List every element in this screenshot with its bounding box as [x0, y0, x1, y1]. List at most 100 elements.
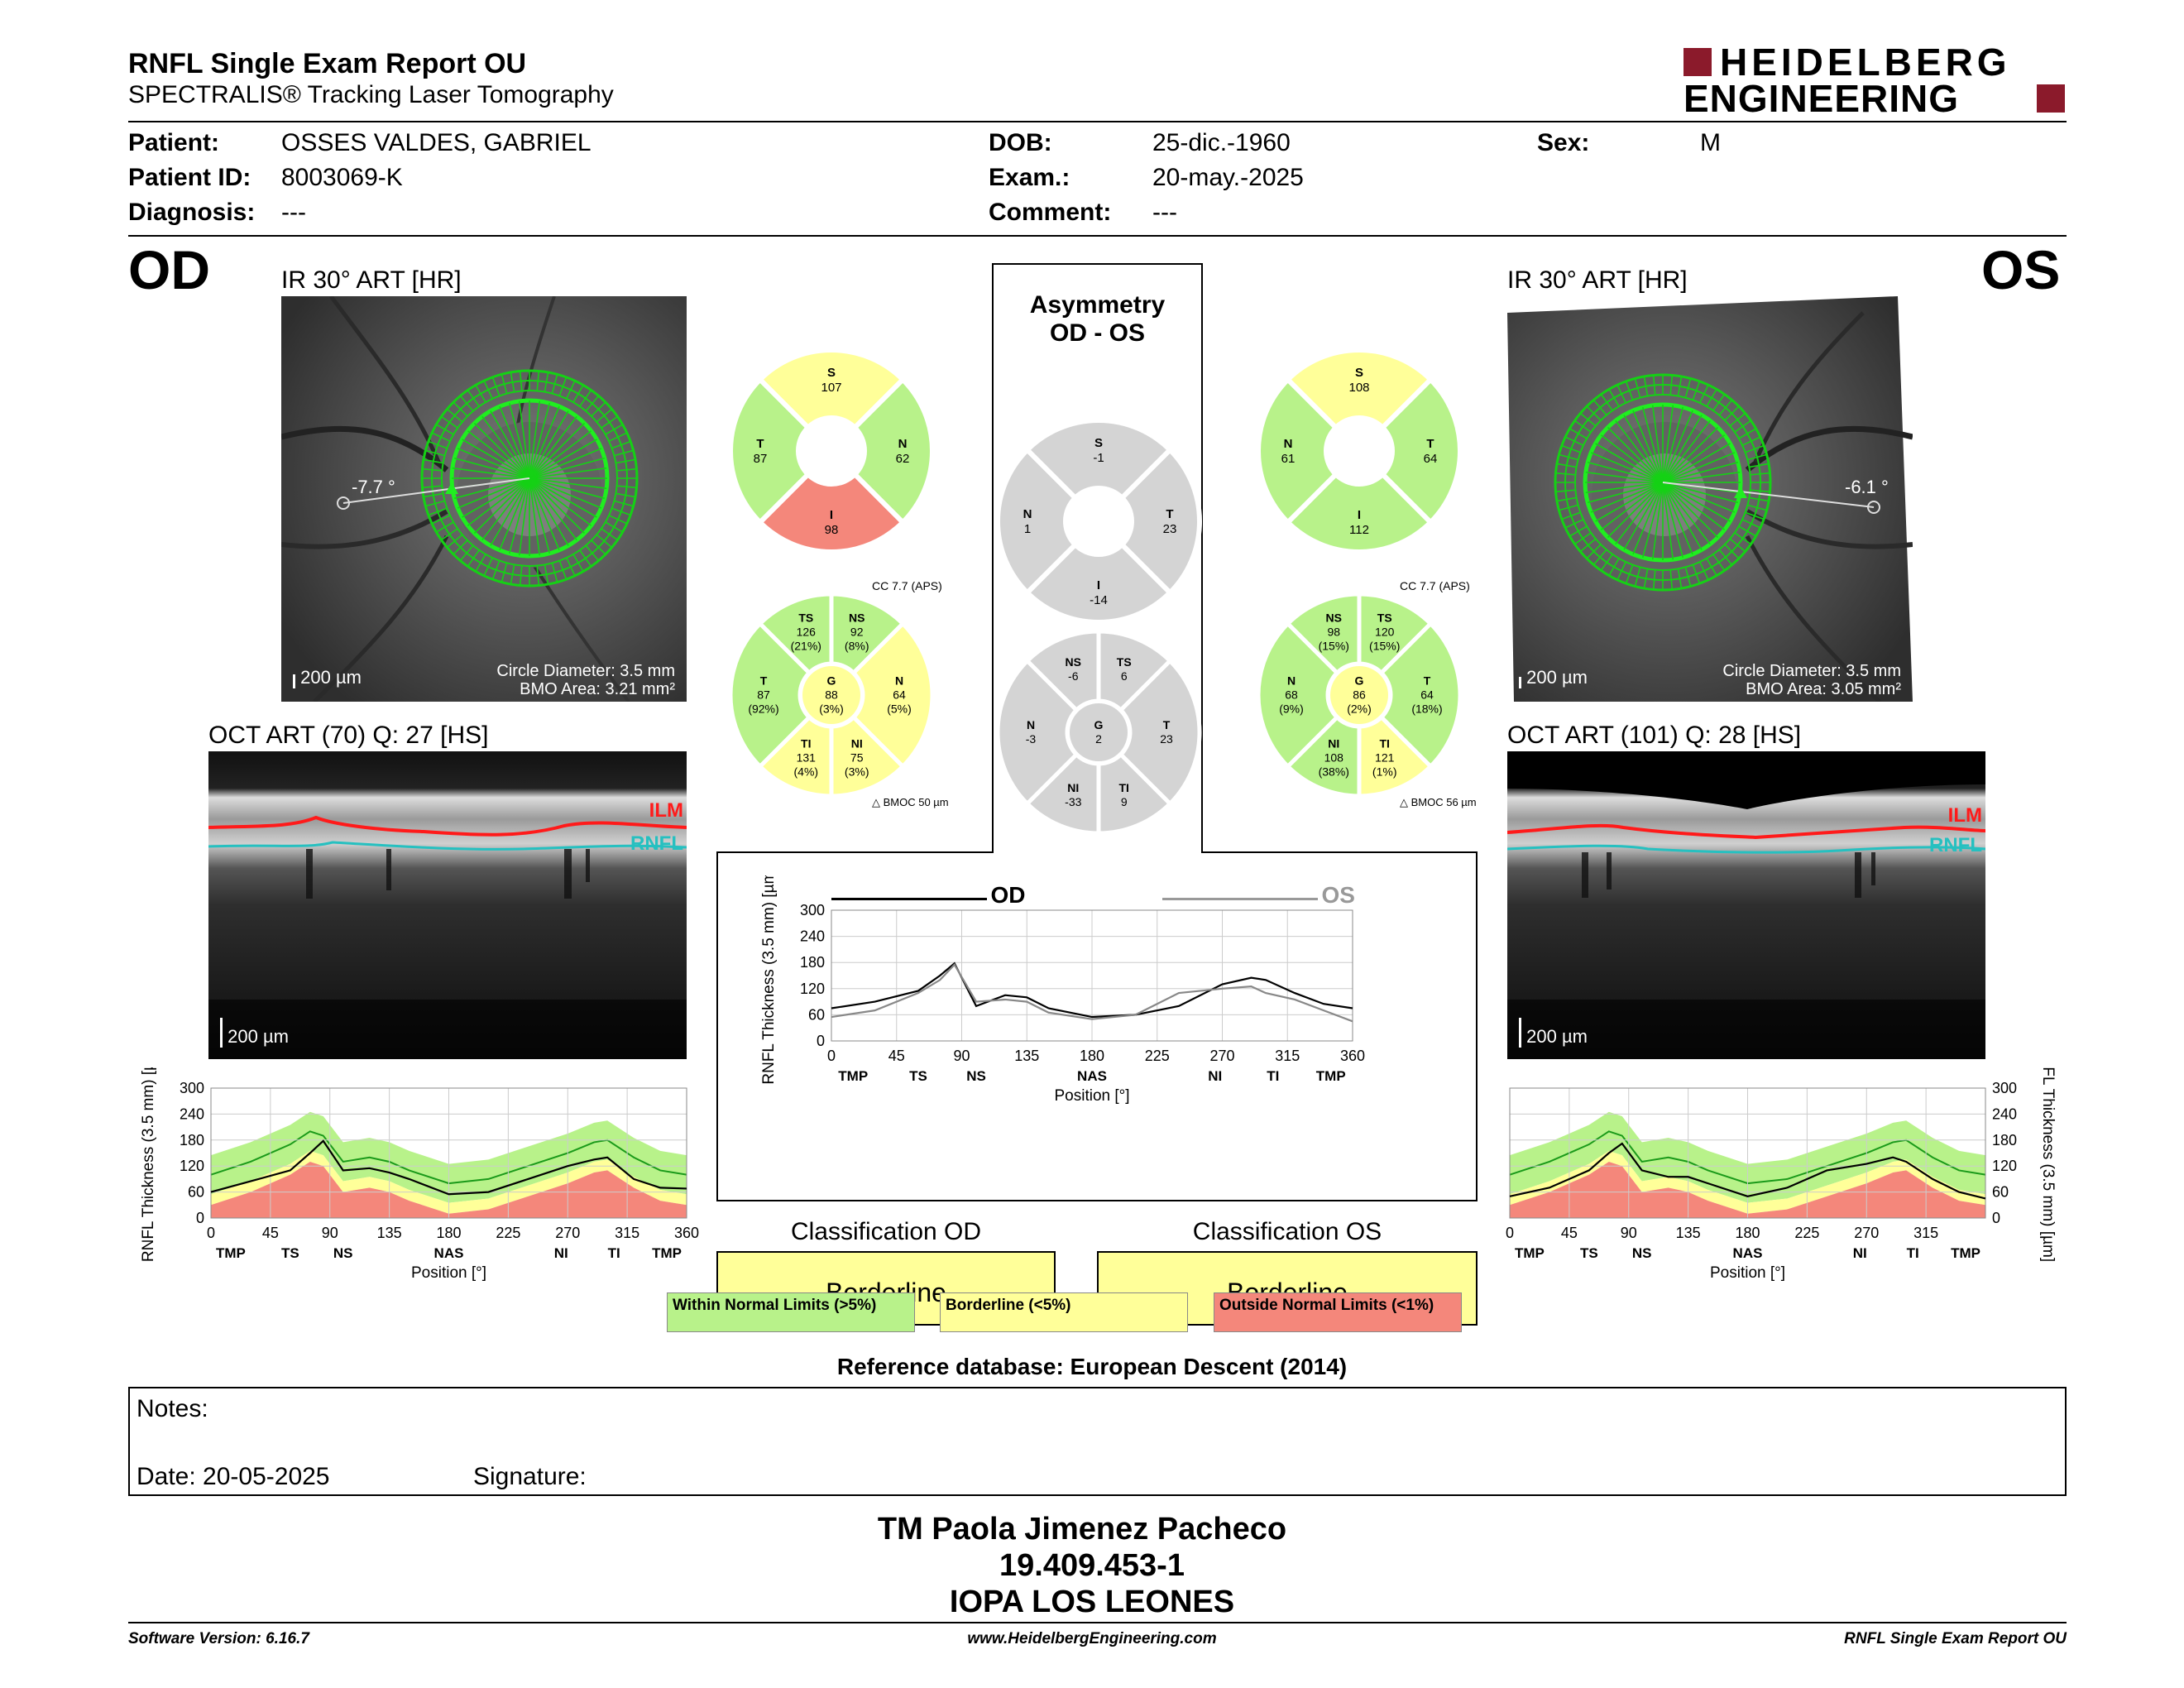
sector-axis-label: TMP — [652, 1245, 682, 1261]
quadrant-label-N: 1 — [1024, 522, 1031, 536]
od-classification-title: Classification OD — [790, 1218, 982, 1245]
quadrant-S — [1023, 418, 1174, 501]
sector-label-T: 64 — [1420, 688, 1434, 702]
x-tick-label: 0 — [1506, 1225, 1514, 1241]
quadrant-label-I: I — [1097, 578, 1100, 592]
quadrant-label-I: 112 — [1349, 523, 1369, 537]
sector-label-G: 86 — [1353, 688, 1366, 702]
sector-label-TS: (15%) — [1369, 640, 1400, 653]
sector-label-TS: 126 — [797, 626, 817, 639]
sector-label-TI: TI — [801, 737, 811, 750]
os-rnfl-label: RNFL — [1929, 834, 1982, 856]
sector-NS — [1024, 629, 1101, 713]
quadrant-label-I: I — [830, 508, 833, 522]
y-tick-label: 120 — [180, 1158, 204, 1174]
y-axis-title: RNFL Thickness (3.5 mm) [µm] — [140, 1067, 157, 1262]
os-oct-image: ILM RNFL 200 µm — [1507, 751, 1985, 1059]
asymmetry-title-line2: OD - OS — [1049, 319, 1145, 347]
sector-axis-label: TMP — [1316, 1068, 1346, 1084]
od-ir-scale: 200 µm — [293, 667, 362, 688]
sector-G — [802, 666, 860, 724]
x-tick-label: 270 — [1209, 1048, 1234, 1064]
x-tick-label: 315 — [615, 1225, 639, 1241]
comment-label: Comment: — [989, 199, 1112, 226]
y-tick-label: 60 — [1992, 1184, 2009, 1201]
os-bmo-area: BMO Area: 3.05 mm² — [1746, 680, 1901, 698]
x-tick-label: 225 — [1794, 1225, 1819, 1241]
x-tick-label: 45 — [262, 1225, 279, 1241]
asymmetry-title: Asymmetry OD - OS — [993, 291, 1202, 348]
patient-id-label: Patient ID: — [128, 164, 251, 191]
notes-date: Date: 20-05-2025 — [136, 1463, 330, 1490]
os-legend-label: OS — [1321, 882, 1355, 908]
os-oct-title: OCT ART (101) Q: 28 [HS] — [1507, 722, 1802, 749]
sector-label-T: (92%) — [748, 703, 778, 716]
x-tick-label: 360 — [674, 1225, 699, 1241]
od-eye-label: OD — [128, 239, 210, 300]
quadrant-label-T: 64 — [1424, 452, 1438, 466]
legend-onl: Outside Normal Limits (<1%) — [1214, 1292, 1462, 1332]
sector-label-TI: 9 — [1121, 795, 1128, 808]
sector-N — [1256, 621, 1340, 770]
x-tick-label: 225 — [496, 1225, 520, 1241]
sector-label-NS: NS — [849, 611, 864, 625]
quadrant-label-I: I — [1358, 508, 1361, 522]
asymmetry-title-line1: Asymmetry — [1029, 291, 1166, 319]
quadrant-label-S: S — [827, 366, 836, 380]
delta-icon: △ — [872, 796, 880, 808]
website-link[interactable]: www.HeidelbergEngineering.com — [967, 1630, 1217, 1647]
normal-median-line — [1509, 1130, 1986, 1185]
x-tick-label: 180 — [1735, 1225, 1760, 1241]
sector-axis-label: TMP — [1515, 1245, 1545, 1261]
report-title: RNFL Single Exam Report OU — [128, 48, 527, 79]
sector-label-TI: 131 — [797, 751, 817, 765]
od-rnfl-profile-chart: 0 60 120 180 240 300 0 45 90 135 180 225 270 315 360 TM… — [140, 1067, 699, 1282]
os-bmoc-text: BMOC 56 µm — [1410, 796, 1477, 808]
x-tick-label: 360 — [1340, 1048, 1365, 1064]
notes-box[interactable]: Notes: Date: 20-05-2025 Signature: — [128, 1387, 2067, 1496]
exam-date: 20-may.-2025 — [1152, 164, 1304, 191]
sector-label-TI: 121 — [1375, 751, 1395, 765]
os-rnfl-profile-chart: 0 60 120 180 240 300 0 45 90 135 180 225 270 315 TMP TS… — [1506, 1067, 2057, 1282]
sector-label-TS: TS — [1377, 611, 1392, 625]
sector-label-NS: NS — [1066, 655, 1081, 669]
quadrant-label-T: 87 — [754, 452, 768, 466]
os-oct-scale: 200 µm — [1519, 1018, 1588, 1048]
y-tick-label: 240 — [1992, 1105, 2017, 1122]
od-ir-image: -7.7 ° 200 µm Circle Diameter: 3.5 mm BM… — [281, 296, 687, 702]
sector-NI — [1024, 751, 1101, 836]
y-tick-label: 180 — [1992, 1132, 2017, 1149]
x-tick-label: 90 — [1621, 1225, 1637, 1241]
diagnosis-value: --- — [281, 199, 306, 226]
quadrant-S — [756, 348, 907, 431]
y-tick-label: 240 — [800, 928, 825, 945]
sector-TS — [1357, 592, 1434, 676]
plot-area — [1509, 1087, 1986, 1219]
od-oct-image: ILM RNFL 200 µm — [208, 751, 687, 1059]
sex-label: Sex: — [1537, 129, 1590, 156]
x-tick-label: 135 — [1676, 1225, 1701, 1241]
x-tick-label: 270 — [1854, 1225, 1879, 1241]
x-tick-label: 90 — [953, 1048, 970, 1064]
software-version: Software Version: 6.16.7 — [128, 1630, 309, 1647]
quadrant-label-T: 23 — [1163, 522, 1177, 536]
logo-line2: ENGINEERING — [1684, 77, 1960, 120]
sector-label-N: (9%) — [1279, 703, 1304, 716]
quadrant-I — [756, 471, 907, 554]
sector-label-NI: NI — [851, 737, 863, 750]
od-angle-label: -7.7 ° — [352, 477, 395, 497]
asymmetry-sector-pie: NS-6 TS6 T23 TI9 NI-33 N-3 G2 — [995, 629, 1202, 836]
sector-label-G: G — [1094, 718, 1104, 731]
os-scan-grid — [1554, 373, 1880, 592]
signature-label: Signature: — [473, 1463, 587, 1490]
x-tick-label: 45 — [888, 1048, 905, 1064]
quadrant-label-S: S — [1355, 366, 1363, 380]
x-tick-label: 0 — [207, 1225, 215, 1241]
quadrant-N — [995, 446, 1079, 597]
report-subtitle: SPECTRALIS® Tracking Laser Tomography — [128, 81, 614, 108]
od-oct-scale: 200 µm — [220, 1018, 289, 1048]
y-tick-label: 180 — [180, 1132, 204, 1149]
sector-label-G: G — [827, 674, 836, 688]
sector-axis-label: NI — [1208, 1068, 1222, 1084]
quadrant-label-S: S — [1094, 436, 1103, 450]
